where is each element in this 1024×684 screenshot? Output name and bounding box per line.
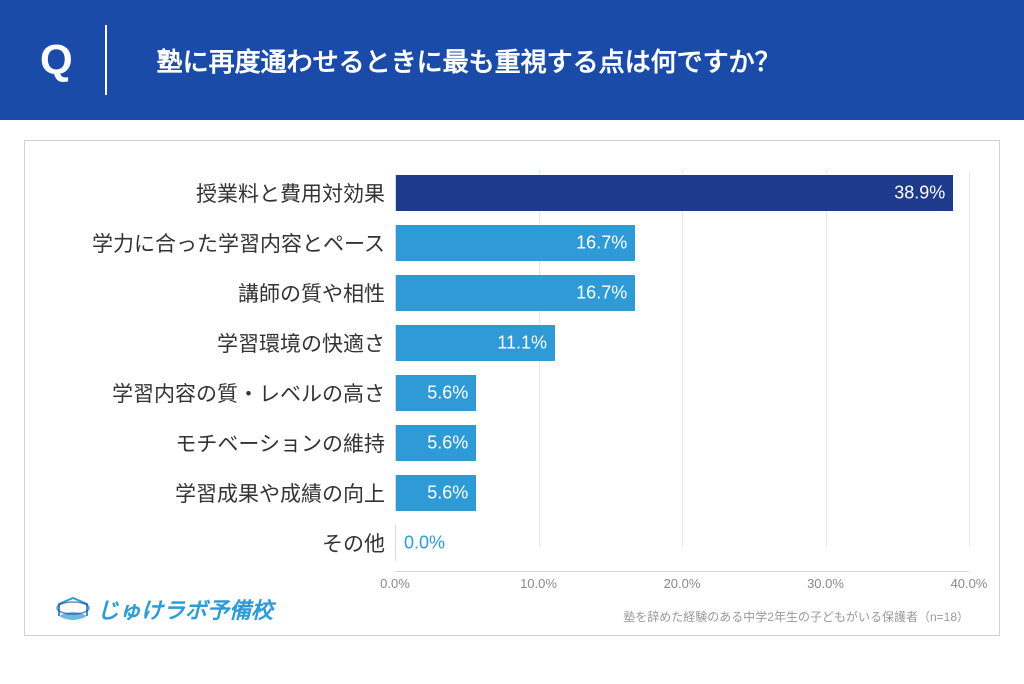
bar-label: 学習内容の質・レベルの高さ	[55, 378, 395, 408]
bar-value-label: 16.7%	[576, 283, 627, 304]
bar-track: 16.7%	[395, 225, 969, 261]
axis-tick: 10.0%	[520, 576, 557, 591]
bar-track: 38.9%	[395, 175, 969, 211]
bar-row: その他 0.0%	[55, 521, 969, 565]
question-marker: Q	[40, 25, 107, 95]
bar-row: 学習環境の快適さ 11.1%	[55, 321, 969, 365]
grid-line	[969, 171, 970, 547]
bar-label: 学習成果や成績の向上	[55, 478, 395, 508]
bar-row: 学力に合った学習内容とペース 16.7%	[55, 221, 969, 265]
logo-icon	[55, 594, 91, 624]
bar: 38.9%	[396, 175, 953, 211]
bar-label: 学力に合った学習内容とペース	[55, 228, 395, 258]
bar-label: 授業料と費用対効果	[55, 178, 395, 208]
logo-text: じゅけラボ予備校	[97, 593, 273, 625]
bar-track: 0.0%	[395, 525, 969, 561]
bar-row: 講師の質や相性 16.7%	[55, 271, 969, 315]
bar-row: モチベーションの維持 5.6%	[55, 421, 969, 465]
axis-tick: 20.0%	[664, 576, 701, 591]
chart-area: 授業料と費用対効果38.9%学力に合った学習内容とペース16.7%講師の質や相性…	[55, 171, 969, 571]
bar-track: 5.6%	[395, 425, 969, 461]
x-axis: 0.0%10.0%20.0%30.0%40.0%	[395, 571, 969, 595]
bar: 11.1%	[396, 325, 555, 361]
bar-track: 5.6%	[395, 375, 969, 411]
bar-track: 16.7%	[395, 275, 969, 311]
bar-value-label: 11.1%	[497, 333, 547, 354]
header-banner: Q 塾に再度通わせるときに最も重視する点は何ですか？	[0, 0, 1024, 120]
bar-row: 授業料と費用対効果 38.9%	[55, 171, 969, 215]
axis-tick: 30.0%	[807, 576, 844, 591]
bar-value-label: 5.6%	[427, 383, 468, 404]
sample-note: 塾を辞めた経験のある中学2年生の子どもがいる保護者（n=18）	[623, 608, 969, 625]
bar-row: 学習成果や成績の向上 5.6%	[55, 471, 969, 515]
bar-value-label: 16.7%	[576, 233, 627, 254]
logo: じゅけラボ予備校	[55, 593, 273, 625]
bar-track: 5.6%	[395, 475, 969, 511]
bar: 5.6%	[396, 475, 476, 511]
bar-label: 学習環境の快適さ	[55, 328, 395, 358]
bar: 16.7%	[396, 275, 635, 311]
bar-value-label: 5.6%	[427, 433, 468, 454]
bar-label: モチベーションの維持	[55, 428, 395, 458]
bars-container: 授業料と費用対効果38.9%学力に合った学習内容とペース16.7%講師の質や相性…	[55, 171, 969, 565]
bar-row: 学習内容の質・レベルの高さ 5.6%	[55, 371, 969, 415]
bar: 5.6%	[396, 375, 476, 411]
chart-container: 授業料と費用対効果38.9%学力に合った学習内容とペース16.7%講師の質や相性…	[24, 140, 1000, 636]
bar: 5.6%	[396, 425, 476, 461]
bar: 16.7%	[396, 225, 635, 261]
bar-track: 11.1%	[395, 325, 969, 361]
axis-tick: 0.0%	[380, 576, 410, 591]
bar-label: その他	[55, 528, 395, 558]
bar-value-label: 5.6%	[427, 483, 468, 504]
bar-label: 講師の質や相性	[55, 278, 395, 308]
chart-footer: じゅけラボ予備校 塾を辞めた経験のある中学2年生の子どもがいる保護者（n=18）	[55, 593, 969, 625]
axis-tick: 40.0%	[951, 576, 988, 591]
bar-value-label: 0.0%	[404, 533, 445, 554]
bar-value-label: 38.9%	[894, 183, 945, 204]
question-title: 塾に再度通わせるときに最も重視する点は何ですか？	[107, 42, 781, 79]
